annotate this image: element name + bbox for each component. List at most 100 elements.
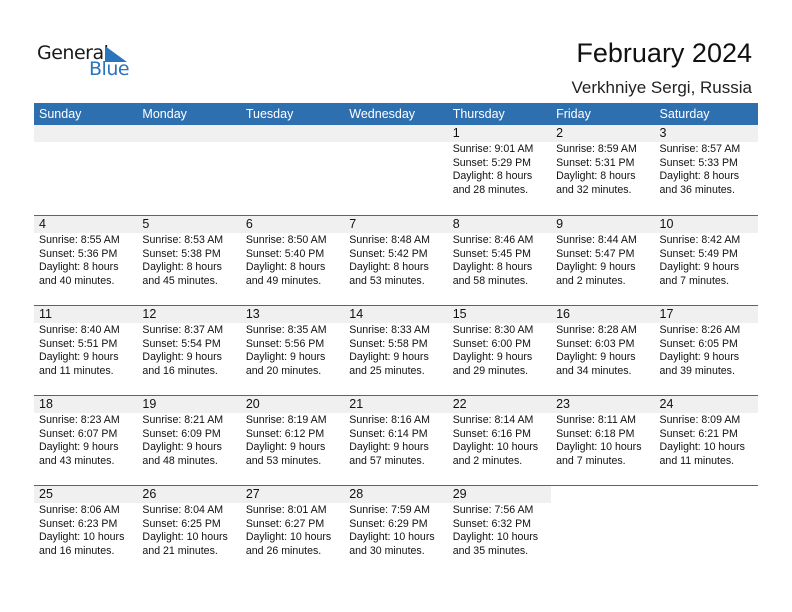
- sunset-text: Sunset: 6:32 PM: [452, 517, 532, 530]
- daylight-text: Daylight: 9 hours: [556, 351, 636, 363]
- daylight-text: Daylight: 10 hours: [659, 441, 745, 453]
- daylight-text: Daylight: 10 hours: [142, 531, 228, 543]
- daylight-text: Daylight: 8 hours: [142, 261, 222, 273]
- daylight-text: Daylight: 9 hours: [142, 351, 222, 363]
- date-strip: [137, 125, 241, 142]
- day-cell: 11 Sunrise: 8:40 AM Sunset: 5:51 PM Dayligh…: [34, 306, 138, 395]
- empty-cell: [34, 125, 138, 215]
- day-cell: 10 Sunrise: 8:42 AM Sunset: 5:49 PM Dayligh…: [654, 216, 758, 305]
- daylight-text: Daylight: 9 hours: [452, 351, 533, 363]
- day-cell: 6 Sunrise: 8:50 AM Sunset: 5:40 PM Daylight…: [240, 216, 345, 305]
- sunset-text: Sunset: 5:38 PM: [142, 247, 221, 260]
- sun-info: Sunrise: 8:16 AM Sunset: 6:14 PM Daylight:…: [349, 414, 430, 468]
- minutes-text: and 34 minutes.: [556, 364, 632, 377]
- daylight-text: Daylight: 9 hours: [659, 261, 740, 273]
- sunrise-text: Sunrise: 8:35 AM: [245, 324, 327, 336]
- day-number: 2: [556, 126, 564, 140]
- date-strip: [34, 216, 138, 233]
- sunset-text: Sunset: 6:18 PM: [556, 427, 635, 440]
- day-number: 6: [245, 217, 253, 231]
- date-strip: [551, 306, 655, 323]
- date-strip: [240, 486, 345, 503]
- minutes-text: and 16 minutes.: [39, 544, 115, 557]
- sunset-text: Sunset: 6:12 PM: [245, 427, 325, 440]
- minutes-text: and 35 minutes.: [452, 544, 529, 557]
- sunrise-text: Sunrise: 8:42 AM: [659, 234, 741, 246]
- minutes-text: and 39 minutes.: [659, 364, 735, 377]
- sun-info: Sunrise: 8:21 AM Sunset: 6:09 PM Daylight:…: [142, 414, 223, 468]
- sunrise-text: Sunrise: 8:59 AM: [556, 143, 637, 155]
- daylight-text: Daylight: 8 hours: [245, 261, 326, 273]
- sun-info: Sunrise: 8:50 AM Sunset: 5:40 PM Daylight:…: [246, 234, 327, 288]
- day-number: 3: [659, 126, 667, 140]
- minutes-text: and 43 minutes.: [39, 454, 115, 467]
- date-strip: [344, 396, 448, 413]
- daylight-text: Daylight: 9 hours: [245, 441, 326, 453]
- sunset-text: Sunset: 6:27 PM: [245, 517, 325, 530]
- day-cell: 16 Sunrise: 8:28 AM Sunset: 6:03 PM Dayligh…: [551, 306, 655, 395]
- date-strip: [447, 125, 552, 142]
- sunset-text: Sunset: 6:05 PM: [659, 337, 738, 350]
- day-cell: 9 Sunrise: 8:44 AM Sunset: 5:47 PM Daylight…: [551, 216, 655, 305]
- sunset-text: Sunset: 5:45 PM: [452, 247, 532, 260]
- sunset-text: Sunset: 5:42 PM: [349, 247, 428, 260]
- sun-info: Sunrise: 9:01 AM Sunset: 5:29 PM Daylight:…: [453, 143, 534, 197]
- sunset-text: Sunset: 6:29 PM: [349, 517, 428, 530]
- date-strip: [137, 216, 241, 233]
- empty-cell: [551, 486, 654, 575]
- minutes-text: and 26 minutes.: [245, 544, 322, 557]
- sunrise-text: Sunrise: 8:50 AM: [245, 234, 327, 246]
- daylight-text: Daylight: 9 hours: [556, 261, 636, 273]
- sun-info: Sunrise: 8:19 AM Sunset: 6:12 PM Daylight:…: [246, 414, 327, 468]
- minutes-text: and 53 minutes.: [245, 454, 322, 467]
- day-number: 11: [39, 307, 52, 321]
- day-cell: 14 Sunrise: 8:33 AM Sunset: 5:58 PM Dayligh…: [344, 306, 448, 395]
- date-strip: [137, 306, 241, 323]
- date-strip: [137, 396, 241, 413]
- date-strip: [137, 486, 241, 503]
- date-strip: [447, 396, 552, 413]
- minutes-text: and 30 minutes.: [349, 544, 425, 557]
- weekday-tuesday: Tuesday: [245, 107, 294, 121]
- sun-info: Sunrise: 8:33 AM Sunset: 5:58 PM Daylight:…: [349, 324, 430, 378]
- day-number: 28: [349, 487, 364, 501]
- daylight-text: Daylight: 10 hours: [556, 441, 642, 453]
- daylight-text: Daylight: 9 hours: [349, 351, 429, 363]
- day-number: 10: [659, 217, 674, 231]
- day-cell: 1 Sunrise: 9:01 AM Sunset: 5:29 PM Daylight…: [447, 125, 552, 215]
- sunrise-text: Sunrise: 8:14 AM: [452, 414, 534, 426]
- sun-info: Sunrise: 8:46 AM Sunset: 5:45 PM Daylight:…: [453, 234, 534, 288]
- date-strip: [240, 396, 345, 413]
- sunset-text: Sunset: 6:21 PM: [659, 427, 738, 440]
- sunrise-text: Sunrise: 9:01 AM: [452, 143, 534, 155]
- day-number: 7: [349, 217, 357, 231]
- sunrise-text: Sunrise: 8:48 AM: [349, 234, 430, 246]
- logo-text-blue: Blue: [89, 58, 130, 80]
- daylight-text: Daylight: 9 hours: [245, 351, 326, 363]
- sun-info: Sunrise: 8:26 AM Sunset: 6:05 PM Daylight:…: [660, 324, 741, 378]
- date-strip: [344, 486, 448, 503]
- sunset-text: Sunset: 5:58 PM: [349, 337, 428, 350]
- day-number: 27: [245, 487, 260, 501]
- sunrise-text: Sunrise: 8:09 AM: [659, 414, 741, 426]
- empty-cell: [344, 125, 448, 215]
- sunrise-text: Sunrise: 8:46 AM: [452, 234, 534, 246]
- sun-info: Sunrise: 8:14 AM Sunset: 6:16 PM Daylight:…: [453, 414, 538, 468]
- sunrise-text: Sunrise: 8:19 AM: [245, 414, 327, 426]
- day-cell: 22 Sunrise: 8:14 AM Sunset: 6:16 PM Dayligh…: [447, 396, 552, 485]
- minutes-text: and 7 minutes.: [659, 274, 730, 287]
- day-number: 25: [39, 487, 53, 501]
- weekday-saturday: Saturday: [659, 107, 710, 121]
- date-strip: [240, 306, 345, 323]
- day-cell: 28 Sunrise: 7:59 AM Sunset: 6:29 PM Dayligh…: [344, 486, 448, 575]
- sunrise-text: Sunrise: 8:23 AM: [39, 414, 120, 426]
- sunrise-text: Sunrise: 7:59 AM: [349, 504, 430, 516]
- logo-text-general: General: [37, 42, 109, 64]
- sun-info: Sunrise: 8:59 AM Sunset: 5:31 PM Daylight:…: [556, 143, 637, 197]
- daylight-text: Daylight: 10 hours: [39, 531, 125, 543]
- sunrise-text: Sunrise: 7:56 AM: [452, 504, 534, 516]
- logo-triangle-icon: [105, 46, 127, 62]
- day-number: 29: [452, 487, 467, 501]
- day-number: 21: [349, 397, 364, 411]
